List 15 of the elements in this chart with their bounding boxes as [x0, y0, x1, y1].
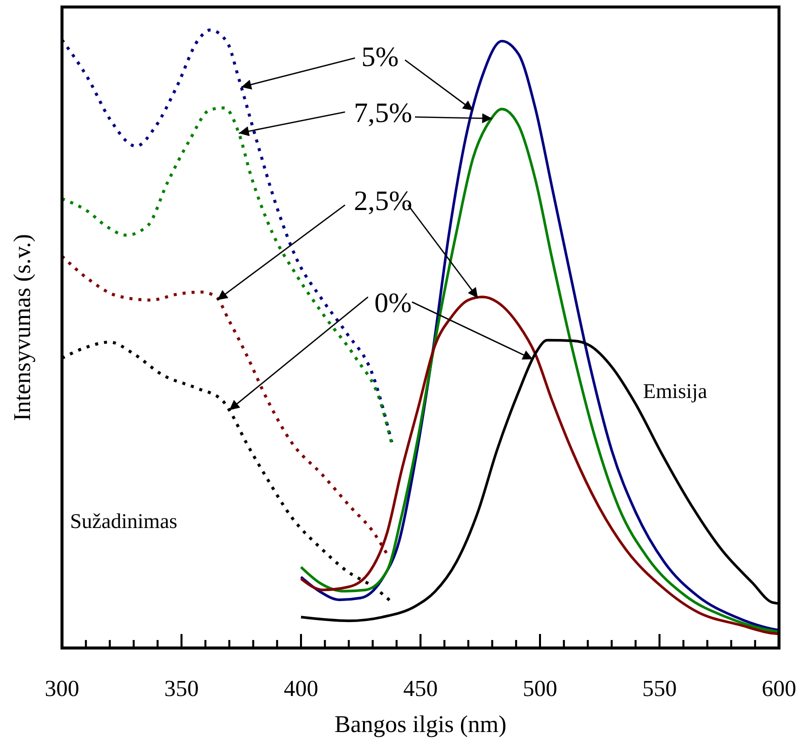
x-tick-label: 500: [522, 676, 558, 701]
annotation: Sužadinimas: [70, 509, 178, 533]
x-tick-label: 600: [762, 676, 796, 701]
y-axis-title: Intensyvumas (s.v.): [10, 234, 36, 422]
x-axis-title: Bangos ilgis (nm): [334, 712, 506, 738]
annotation: Emisija: [643, 379, 708, 403]
annotation: 2,5%: [354, 186, 412, 217]
annotation: 0%: [374, 288, 412, 319]
x-tick-label: 400: [284, 676, 318, 701]
x-tick-label: 300: [44, 676, 80, 701]
annotation: 7,5%: [354, 98, 412, 129]
annotation: 5%: [361, 42, 399, 73]
x-tick-label: 550: [642, 676, 677, 701]
x-tick-label: 350: [164, 676, 199, 701]
x-tick-label: 450: [403, 676, 438, 701]
